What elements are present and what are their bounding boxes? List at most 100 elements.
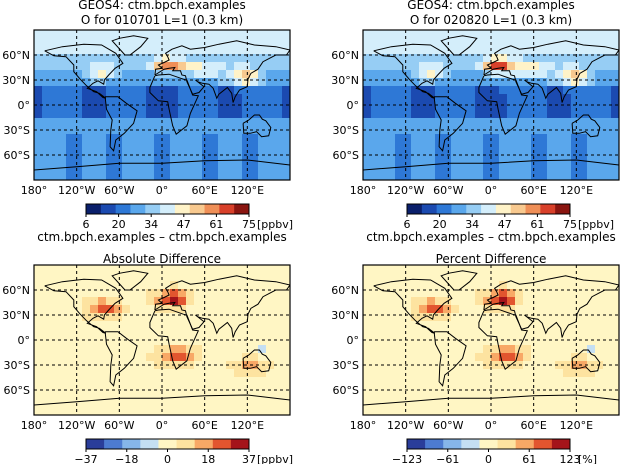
colorbar-3: −37 −18 0 18 37 [ppbv] <box>74 438 293 464</box>
lon-label: 120°E <box>560 419 593 432</box>
map-area <box>34 30 290 180</box>
lat-label: 60°N <box>2 284 30 297</box>
colorbar-swatch <box>510 204 527 214</box>
colorbar-swatch <box>212 439 232 449</box>
colorbar-swatch <box>204 204 220 214</box>
lat-label: 60°S <box>333 149 359 162</box>
lon-label: 120°E <box>560 184 593 197</box>
lat-label: 60°S <box>333 384 359 397</box>
colorbar-tick-label: −37 <box>74 453 97 464</box>
colorbar-tick-label: −123 <box>392 453 422 464</box>
map-area <box>363 265 619 415</box>
colorbar-swatch <box>421 204 438 214</box>
lon-label: 0° <box>485 184 498 197</box>
colorbar-swatch <box>479 439 499 449</box>
colorbar-swatch <box>451 204 467 214</box>
panel-title: GEOS4: ctm.bpch.examples <box>78 0 245 12</box>
map-area <box>34 265 290 415</box>
colorbar-swatch <box>466 204 482 214</box>
colorbar-swatch <box>86 204 102 214</box>
panel-ozone-020820: GEOS4: ctm.bpch.examples O for 020820 L=… <box>331 0 620 197</box>
colorbar-swatch <box>555 204 571 214</box>
colorbar-tick-label: 6 <box>83 218 90 231</box>
colorbar-swatch <box>525 204 541 214</box>
lat-label: 30°N <box>2 309 30 322</box>
lon-label: 60°W <box>104 184 134 197</box>
colorbar-swatch <box>176 439 196 449</box>
lon-label: 60°W <box>433 419 463 432</box>
colorbar-tick-label: 75 <box>242 218 256 231</box>
lat-label: 0° <box>18 99 31 112</box>
lat-label: 0° <box>347 334 360 347</box>
colorbar-swatch <box>174 204 191 214</box>
colorbar-tick-label: 61 <box>530 218 544 231</box>
colorbar-2: 6 20 34 47 61 75 [ppbv] <box>404 203 614 231</box>
colorbar-swatch <box>130 204 146 214</box>
colorbar-swatch <box>425 439 444 449</box>
lat-label: 60°N <box>331 49 359 62</box>
colorbar-swatch <box>436 204 452 214</box>
colorbar-swatch <box>104 439 123 449</box>
colorbar-swatch <box>115 204 131 214</box>
colorbar-swatch <box>533 439 553 449</box>
colorbar-swatch <box>461 439 480 449</box>
colorbar-tick-label: 34 <box>144 218 158 231</box>
panel-title: ctm.bpch.examples – ctm.bpch.examples <box>37 230 287 244</box>
colorbar-unit: [ppbv] <box>257 453 293 464</box>
lat-label: 30°S <box>4 359 30 372</box>
colorbar-swatch <box>86 439 105 449</box>
lon-label: 120°W <box>58 419 95 432</box>
panel-title: ctm.bpch.examples – ctm.bpch.examples <box>366 230 616 244</box>
colorbar-tick-label: 47 <box>177 218 191 231</box>
lon-label: 60°E <box>191 419 217 432</box>
colorbar-swatch <box>497 439 517 449</box>
colorbar-swatch <box>122 439 141 449</box>
lat-label: 30°S <box>4 124 30 137</box>
lon-label: 120°W <box>387 184 424 197</box>
colorbar-tick-label: 34 <box>465 218 479 231</box>
lon-label: 60°E <box>520 419 546 432</box>
colorbar-tick-label: 20 <box>433 218 447 231</box>
colorbar-tick-label: 61 <box>209 218 223 231</box>
panel-subtitle: Percent Difference <box>436 252 547 266</box>
colorbar-tick-label: −61 <box>436 453 459 464</box>
lat-label: 60°N <box>2 49 30 62</box>
panel-title: GEOS4: ctm.bpch.examples <box>407 0 574 12</box>
colorbar-tick-label: 20 <box>112 218 126 231</box>
lat-label: 0° <box>347 99 360 112</box>
lat-label: 60°S <box>4 149 30 162</box>
colorbar-swatch <box>495 204 512 214</box>
lat-label: 30°S <box>333 124 359 137</box>
panel-subtitle: O for 010701 L=1 (0.3 km) <box>81 13 243 27</box>
colorbar-swatch <box>234 204 250 214</box>
colorbar-swatch <box>481 204 497 214</box>
lon-label: 180° <box>21 419 48 432</box>
lon-label: 120°W <box>387 419 424 432</box>
colorbar-swatch <box>100 204 117 214</box>
lon-label: 60°E <box>191 184 217 197</box>
lon-label: 0° <box>156 419 169 432</box>
lon-label: 120°E <box>231 184 264 197</box>
lon-label: 0° <box>156 184 169 197</box>
colorbar-unit: [%] <box>578 453 597 464</box>
lat-label: 0° <box>18 334 31 347</box>
colorbar-swatch <box>140 439 159 449</box>
lat-label: 30°S <box>333 359 359 372</box>
lon-label: 180° <box>350 184 377 197</box>
lat-label: 60°S <box>4 384 30 397</box>
colorbar-swatch <box>160 204 176 214</box>
colorbar-tick-label: 0 <box>164 453 171 464</box>
colorbar-tick-label: 123 <box>560 453 581 464</box>
colorbar-unit: [ppbv] <box>257 218 293 231</box>
lon-label: 180° <box>21 184 48 197</box>
colorbar-swatch <box>158 439 178 449</box>
map-area <box>363 30 619 180</box>
colorbar-tick-label: 0 <box>485 453 492 464</box>
lon-label: 120°E <box>231 419 264 432</box>
colorbar-swatch <box>194 439 214 449</box>
panel-percent-difference: ctm.bpch.examples – ctm.bpch.examples Pe… <box>331 230 620 432</box>
colorbar-swatch <box>145 204 161 214</box>
lon-label: 0° <box>485 419 498 432</box>
lat-label: 30°N <box>331 74 359 87</box>
